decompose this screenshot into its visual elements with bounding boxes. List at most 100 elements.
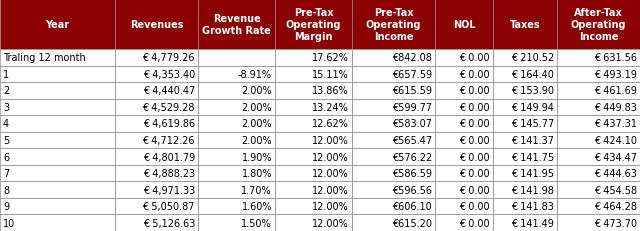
Text: € 164.40: € 164.40 [511, 70, 554, 79]
Bar [435, 50, 493, 66]
Text: 12.00%: 12.00% [312, 168, 349, 178]
Bar [0, 182, 115, 198]
Text: 1.90%: 1.90% [241, 152, 272, 162]
Bar [435, 149, 493, 165]
Text: 8: 8 [3, 185, 9, 195]
Bar [115, 165, 198, 182]
Text: € 149.94: € 149.94 [511, 103, 554, 112]
Text: € 4,779.26: € 4,779.26 [143, 53, 195, 63]
Text: 13.86%: 13.86% [312, 86, 349, 96]
Text: € 0.00: € 0.00 [460, 185, 490, 195]
Bar [275, 149, 352, 165]
Bar [115, 83, 198, 99]
Bar [493, 149, 557, 165]
Bar [0, 66, 115, 83]
Text: 1.70%: 1.70% [241, 185, 272, 195]
Bar [435, 116, 493, 132]
Text: 12.00%: 12.00% [312, 185, 349, 195]
Text: € 461.69: € 461.69 [594, 86, 637, 96]
Text: € 4,971.33: € 4,971.33 [143, 185, 195, 195]
Text: 1: 1 [3, 70, 9, 79]
Text: 15.11%: 15.11% [312, 70, 349, 79]
Bar [435, 66, 493, 83]
Bar [115, 149, 198, 165]
Text: € 141.37: € 141.37 [511, 135, 554, 145]
Text: € 0.00: € 0.00 [460, 70, 490, 79]
Bar [0, 116, 115, 132]
Bar [0, 99, 115, 116]
Text: 12.00%: 12.00% [312, 201, 349, 211]
Text: € 444.63: € 444.63 [594, 168, 637, 178]
Bar [557, 0, 640, 50]
Text: 10: 10 [3, 218, 15, 228]
Bar [557, 116, 640, 132]
Bar [435, 165, 493, 182]
Text: €606.10: €606.10 [392, 201, 432, 211]
Bar [198, 83, 275, 99]
Text: € 493.19: € 493.19 [594, 70, 637, 79]
Bar [275, 0, 352, 50]
Text: €565.47: €565.47 [392, 135, 432, 145]
Text: 2: 2 [3, 86, 9, 96]
Text: Traling 12 month: Traling 12 month [3, 53, 86, 63]
Text: €586.59: €586.59 [392, 168, 432, 178]
Bar [435, 99, 493, 116]
Text: € 454.58: € 454.58 [594, 185, 637, 195]
Text: 5: 5 [3, 135, 9, 145]
Text: €842.08: €842.08 [392, 53, 432, 63]
Text: € 0.00: € 0.00 [460, 201, 490, 211]
Text: € 4,440.47: € 4,440.47 [143, 86, 195, 96]
Text: 2.00%: 2.00% [241, 135, 272, 145]
Text: 1.80%: 1.80% [241, 168, 272, 178]
Bar [493, 0, 557, 50]
Text: 12.00%: 12.00% [312, 152, 349, 162]
Bar [493, 132, 557, 149]
Text: €599.77: €599.77 [392, 103, 432, 112]
Text: 1.60%: 1.60% [241, 201, 272, 211]
Text: 2.00%: 2.00% [241, 103, 272, 112]
Text: € 5,126.63: € 5,126.63 [143, 218, 195, 228]
Bar [493, 66, 557, 83]
Bar [352, 83, 435, 99]
Text: € 0.00: € 0.00 [460, 103, 490, 112]
Text: €657.59: €657.59 [392, 70, 432, 79]
Bar [557, 99, 640, 116]
Bar [0, 0, 115, 50]
Bar [557, 132, 640, 149]
Bar [115, 116, 198, 132]
Bar [0, 50, 115, 66]
Text: 7: 7 [3, 168, 9, 178]
Bar [557, 165, 640, 182]
Bar [115, 215, 198, 231]
Bar [435, 198, 493, 215]
Text: 12.62%: 12.62% [312, 119, 349, 129]
Bar [275, 116, 352, 132]
Bar [557, 198, 640, 215]
Bar [0, 198, 115, 215]
Text: € 4,801.79: € 4,801.79 [143, 152, 195, 162]
Text: Taxes: Taxes [509, 20, 540, 30]
Bar [557, 66, 640, 83]
Bar [493, 83, 557, 99]
Text: € 4,619.86: € 4,619.86 [143, 119, 195, 129]
Text: Pre-Tax
Operating
Margin: Pre-Tax Operating Margin [285, 8, 341, 42]
Bar [0, 165, 115, 182]
Text: 3: 3 [3, 103, 9, 112]
Bar [352, 66, 435, 83]
Bar [493, 165, 557, 182]
Text: NOL: NOL [452, 20, 476, 30]
Bar [115, 66, 198, 83]
Bar [435, 182, 493, 198]
Text: €583.07: €583.07 [392, 119, 432, 129]
Text: 12.00%: 12.00% [312, 135, 349, 145]
Bar [352, 198, 435, 215]
Bar [493, 99, 557, 116]
Text: 1.50%: 1.50% [241, 218, 272, 228]
Text: € 0.00: € 0.00 [460, 53, 490, 63]
Bar [275, 83, 352, 99]
Bar [435, 132, 493, 149]
Bar [275, 165, 352, 182]
Text: € 0.00: € 0.00 [460, 119, 490, 129]
Bar [275, 132, 352, 149]
Bar [0, 83, 115, 99]
